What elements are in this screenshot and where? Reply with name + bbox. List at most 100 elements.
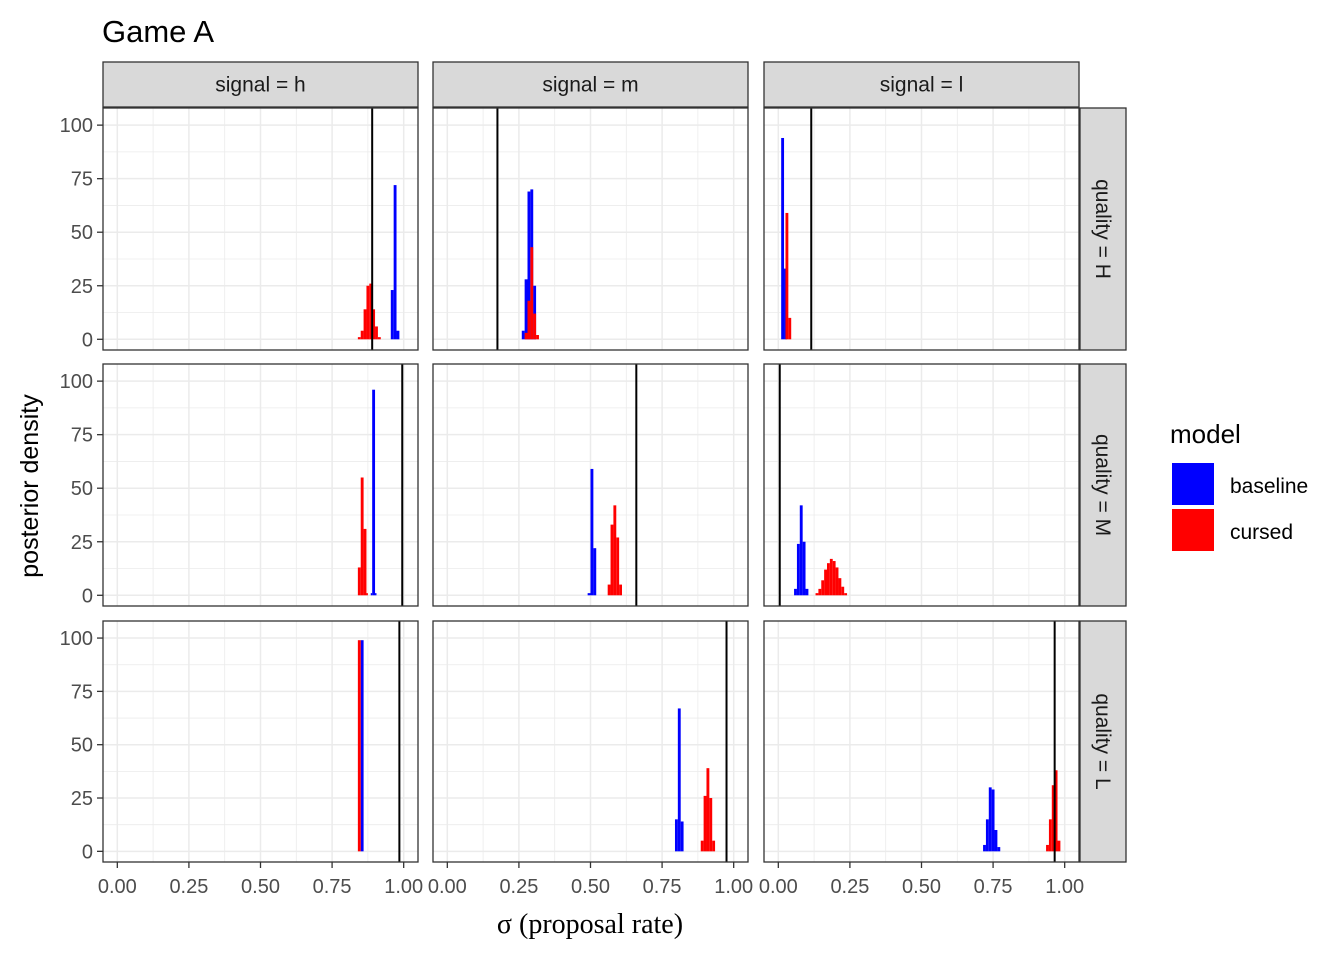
panel-marks-r2-c1 [674, 621, 728, 862]
y-tick-label: 100 [60, 371, 93, 393]
bar-cursed [1054, 770, 1058, 852]
bar-baseline [983, 844, 986, 852]
panel-r1-c0 [103, 364, 418, 606]
panel-r2-c0 [103, 621, 418, 862]
bar-cursed [829, 558, 833, 596]
x-tick-label: 0.25 [830, 876, 869, 898]
x-tick-label: 0.75 [313, 876, 352, 898]
x-tick-label: 0.00 [759, 876, 798, 898]
y-tick-label: 25 [71, 788, 93, 810]
bar-cursed [838, 578, 842, 596]
y-tick-label: 100 [60, 115, 93, 137]
bar-cursed [527, 300, 531, 340]
y-tick-label: 75 [71, 169, 93, 191]
bar-cursed [533, 313, 537, 340]
x-tick-label: 0.50 [902, 876, 941, 898]
panel-r1-c2 [764, 364, 1079, 606]
bar-cursed [785, 212, 789, 340]
y-tick-label: 50 [71, 478, 93, 500]
panel-marks-r2-c0 [357, 621, 401, 862]
bar-cursed [372, 309, 376, 340]
y-tick-label: 75 [71, 425, 93, 447]
x-axis-title: σ (proposal rate) [497, 909, 683, 940]
bar-baseline [587, 593, 591, 596]
bar-cursed [844, 593, 848, 596]
bar-cursed [357, 567, 361, 596]
bar-baseline [988, 787, 992, 852]
bar-baseline [674, 819, 678, 852]
y-tick-label: 0 [82, 585, 93, 607]
bar-cursed [360, 330, 364, 340]
bar-cursed [607, 584, 611, 596]
y-tick-label: 25 [71, 532, 93, 554]
x-tick-label: 1.00 [1045, 876, 1084, 898]
bar-cursed [613, 505, 617, 596]
x-tick-label: 0.00 [428, 876, 467, 898]
bar-cursed [357, 337, 361, 340]
bar-baseline [781, 137, 785, 340]
bar-baseline [796, 543, 800, 596]
legend: model baseline cursed [1170, 419, 1308, 551]
bar-cursed [700, 840, 704, 852]
panel-marks-r0-c2 [781, 108, 813, 350]
bar-cursed [706, 768, 710, 852]
x-tick-label: 0.25 [499, 876, 538, 898]
y-tick-label: 50 [71, 222, 93, 244]
row-strip-label: quality = H [1091, 179, 1114, 279]
bar-cursed [815, 593, 819, 596]
bar-cursed [524, 332, 528, 340]
bar-baseline [593, 548, 597, 596]
bar-cursed [1057, 840, 1061, 852]
panel-border [432, 107, 749, 351]
bar-cursed [824, 569, 827, 596]
col-strip [763, 61, 1080, 108]
bar-baseline [805, 588, 809, 596]
bar-cursed [536, 335, 539, 340]
bar-baseline [985, 819, 989, 852]
y-tick-label: 25 [71, 276, 93, 298]
bar-cursed [818, 588, 822, 596]
bar-baseline [533, 285, 537, 340]
bar-baseline [393, 185, 397, 340]
bar-cursed [1046, 844, 1049, 852]
bar-cursed [616, 537, 620, 596]
bar-cursed [357, 640, 361, 852]
x-tick-label: 0.00 [98, 876, 137, 898]
panel-r0-c1 [433, 108, 748, 350]
bar-baseline [991, 789, 995, 852]
bar-baseline [360, 640, 364, 852]
bar-cursed [363, 528, 367, 596]
bar-cursed [821, 580, 825, 596]
bar-cursed [363, 309, 367, 340]
col-strip [432, 61, 749, 108]
bar-baseline [521, 330, 525, 340]
panel-marks-r0-c0 [357, 108, 400, 350]
col-strip [102, 61, 419, 108]
bar-baseline [794, 588, 797, 596]
legend-label-baseline: baseline [1230, 475, 1308, 498]
bar-cursed [366, 593, 368, 596]
strips-layer: signal = h signal = m signal = l quality = … [102, 61, 1127, 863]
bar-cursed [610, 524, 614, 596]
panel-border [102, 107, 419, 351]
bar-cursed [703, 795, 707, 852]
x-tick-label: 0.75 [974, 876, 1013, 898]
bar-cursed [530, 247, 534, 340]
bar-cursed [375, 326, 378, 340]
bar-baseline [677, 708, 681, 852]
bar-cursed [827, 563, 830, 596]
col-strip-label: signal = m [542, 74, 638, 97]
bar-cursed [1051, 785, 1055, 852]
bar-baseline [802, 541, 806, 596]
col-strip-label: signal = h [215, 74, 305, 97]
x-tick-label: 0.25 [169, 876, 208, 898]
y-tick-label: 0 [82, 329, 93, 351]
bar-baseline [994, 830, 998, 852]
y-tick-label: 50 [71, 735, 93, 757]
bar-cursed [1048, 819, 1052, 852]
bar-cursed [835, 567, 839, 596]
bar-cursed [619, 584, 622, 596]
y-tick-label: 75 [71, 681, 93, 703]
bar-cursed [360, 477, 364, 596]
